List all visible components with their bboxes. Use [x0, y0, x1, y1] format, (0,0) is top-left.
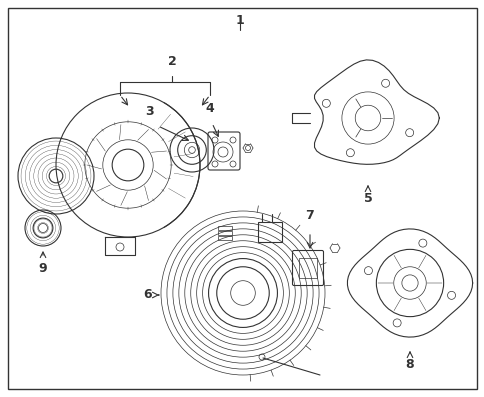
Text: 6: 6 — [143, 289, 152, 301]
Text: 5: 5 — [363, 192, 372, 205]
Text: 9: 9 — [39, 262, 47, 275]
Bar — [217, 236, 231, 240]
Bar — [257, 222, 281, 242]
Bar — [217, 226, 231, 230]
Text: 1: 1 — [235, 14, 244, 27]
Text: 2: 2 — [167, 55, 176, 68]
Bar — [217, 231, 231, 235]
Text: 8: 8 — [405, 358, 413, 371]
Text: 4: 4 — [205, 102, 214, 115]
Text: 7: 7 — [305, 209, 314, 222]
Bar — [298, 258, 317, 278]
Text: 3: 3 — [145, 105, 154, 118]
